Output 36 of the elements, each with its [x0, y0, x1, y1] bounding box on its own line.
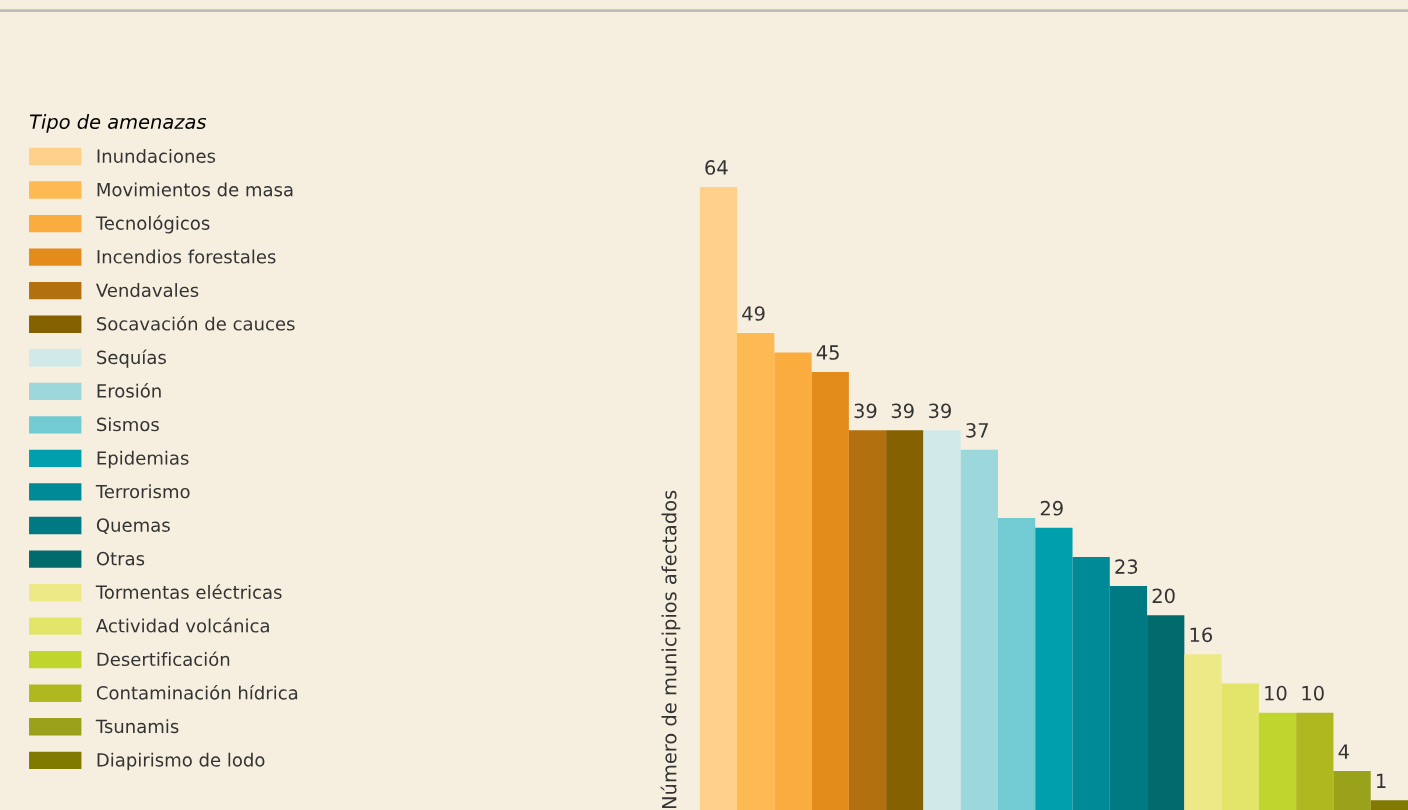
legend-label: Desertificación: [97, 651, 230, 667]
legend-label: Tsunamis: [95, 719, 179, 734]
data-label: 49: [742, 306, 765, 321]
legend-label: Socavación de cauces: [97, 315, 295, 331]
legend-label: Incendios forestales: [97, 249, 276, 264]
legend-label: Terrorismo: [95, 484, 190, 499]
legend-label: Vendavales: [96, 283, 199, 298]
legend-label: Tecnológicos: [95, 215, 210, 234]
legend-label: Quemas: [96, 518, 170, 534]
data-label: 20: [1152, 588, 1175, 604]
legend-label: Inundaciones: [97, 148, 216, 163]
data-label: 39: [929, 403, 951, 419]
data-label: 29: [1040, 500, 1063, 516]
data-label: 1: [1377, 773, 1386, 788]
data-label: 10: [1302, 685, 1324, 701]
data-label: 23: [1115, 559, 1138, 574]
legend-label: Sequías: [97, 349, 166, 368]
data-label: 4: [1338, 744, 1349, 759]
legend-label: Otras: [96, 551, 145, 566]
data-label: 45: [816, 345, 839, 360]
data-label: 39: [891, 403, 914, 419]
legend-label: Actividad volcánica: [96, 617, 269, 633]
data-label: 39: [854, 403, 877, 419]
legend-label: Diapirismo de lodo: [97, 752, 265, 771]
legend-label: Sismos: [97, 417, 159, 432]
legend-title: Tipo de amenazas: [29, 114, 207, 133]
data-label: 16: [1190, 627, 1213, 643]
data-label: 10: [1265, 685, 1287, 701]
y-axis-title: Número de municipios afectados: [660, 490, 681, 809]
data-label: 64: [705, 160, 728, 175]
legend-label: Epidemias: [97, 450, 189, 469]
legend-label: Erosión: [97, 383, 161, 398]
legend-label: Movimientos de masa: [97, 182, 293, 197]
legend-label: Tormentas eléctricas: [95, 584, 282, 599]
legend-label: Contaminación hídrica: [96, 684, 298, 700]
data-label: 37: [966, 422, 988, 438]
